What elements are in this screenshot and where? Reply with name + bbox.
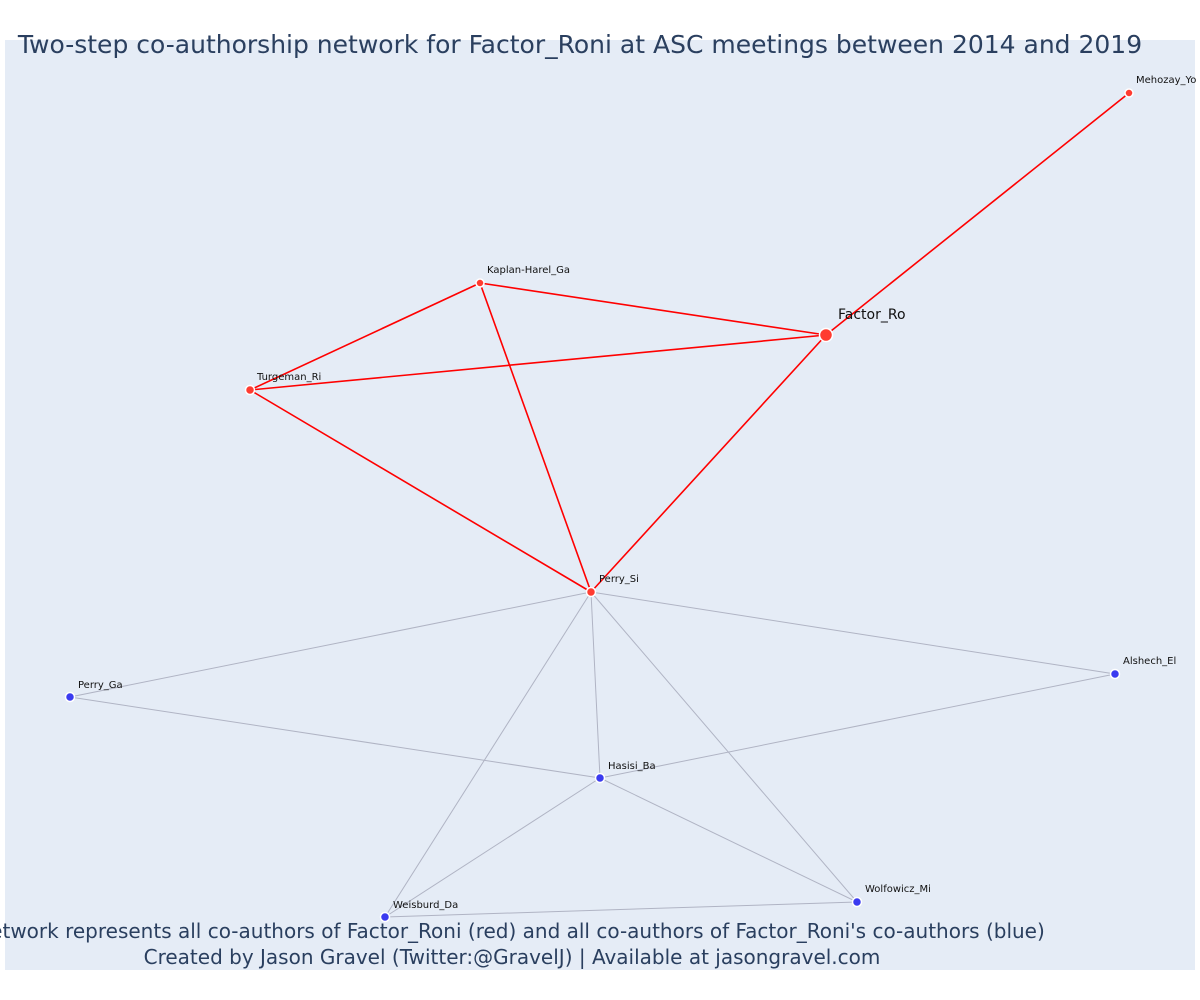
diagram-title: Two-step co-authorship network for Facto… — [17, 30, 1142, 59]
edge-hasisi_ba-weisburd_da — [384, 777, 601, 918]
edge-kaplan_harel_ga-perry_si — [479, 282, 592, 593]
node-label-hasisi_ba: Hasisi_Ba — [608, 761, 656, 772]
node-label-kaplan_harel_ga: Kaplan-Harel_Ga — [487, 265, 570, 276]
plot-background — [5, 40, 1195, 970]
edge-perry_si-weisburd_da — [384, 591, 592, 918]
node-label-perry_si: Perry_Si — [599, 574, 639, 585]
edge-perry_si-wolfowicz_mi — [590, 591, 858, 903]
edge-weisburd_da-wolfowicz_mi — [384, 901, 858, 918]
edges-layer — [69, 92, 1130, 918]
node-label-turgeman_ri: Turgeman_Ri — [256, 372, 321, 383]
node-weisburd_da[interactable] — [379, 911, 391, 923]
edge-perry_ga-hasisi_ba — [69, 696, 601, 779]
node-alshech_el[interactable] — [1109, 668, 1121, 680]
edge-perry_si-hasisi_ba — [590, 591, 601, 779]
labels-layer: Factor_Ro Mehozay_Yo Kaplan-Harel_Ga Turgem… — [78, 75, 1196, 911]
node-wolfowicz_mi[interactable] — [851, 896, 863, 908]
edge-factor_ro-perry_si — [590, 334, 827, 593]
edge-perry_si-alshech_el — [590, 591, 1116, 675]
node-label-factor_ro: Factor_Ro — [838, 307, 906, 323]
edge-factor_ro-kaplan_harel_ga — [479, 282, 827, 336]
node-label-mehozay_yo: Mehozay_Yo — [1136, 75, 1196, 86]
node-label-perry_ga: Perry_Ga — [78, 680, 123, 691]
node-mehozay_yo[interactable] — [1124, 88, 1134, 98]
edge-kaplan_harel_ga-turgeman_ri — [249, 282, 481, 391]
edge-perry_si-perry_ga — [69, 591, 592, 698]
node-perry_ga[interactable] — [64, 691, 76, 703]
edge-turgeman_ri-perry_si — [249, 389, 592, 593]
edge-factor_ro-mehozay_yo — [825, 92, 1130, 336]
node-factor_ro[interactable] — [818, 327, 834, 343]
node-label-weisburd_da: Weisburd_Da — [393, 900, 458, 911]
edge-hasisi_ba-wolfowicz_mi — [599, 777, 858, 903]
node-perry_si[interactable] — [585, 586, 597, 598]
edge-factor_ro-turgeman_ri — [249, 334, 827, 391]
node-label-wolfowicz_mi: Wolfowicz_Mi — [865, 884, 931, 895]
nodes-layer — [64, 88, 1134, 923]
node-turgeman_ri[interactable] — [244, 384, 256, 396]
node-hasisi_ba[interactable] — [594, 772, 606, 784]
node-kaplan_harel_ga[interactable] — [475, 278, 485, 288]
caption-line-2: Created by Jason Gravel (Twitter:@Gravel… — [144, 945, 881, 969]
caption-line-1: Network represents all co-authors of Fac… — [0, 919, 1045, 943]
edge-hasisi_ba-alshech_el — [599, 673, 1116, 779]
node-label-alshech_el: Alshech_El — [1123, 656, 1176, 667]
